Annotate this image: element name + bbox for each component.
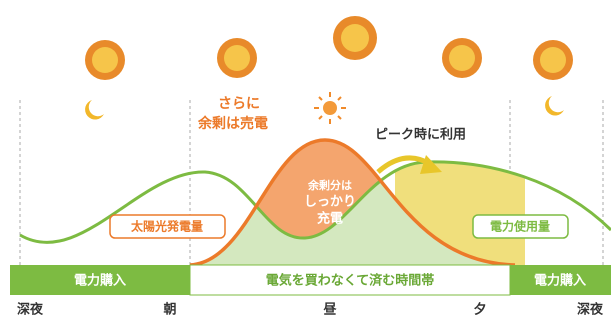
time-label: 深夜 [17, 302, 44, 315]
charge-label: 余剰分は [307, 178, 352, 192]
time-label: 朝 [163, 302, 176, 315]
diagram: さらに 余剰は売電 ピーク時に利用 余剰分は しっかり 充電 太陽光発電量 電力… [0, 0, 611, 315]
sell-label: 余剰は売電 [197, 115, 268, 132]
sell-label: さらに [218, 96, 260, 112]
time-label: 夕 [473, 302, 486, 315]
band-label: 電気を買わなくて済む時間帯 [266, 273, 435, 289]
peak-label: ピーク時に利用 [375, 127, 466, 143]
usage-legend: 電力使用量 [490, 219, 550, 234]
charge-label: しっかり [304, 195, 356, 210]
moon [85, 100, 104, 120]
band-label: 電力購入 [534, 273, 586, 289]
charge-label: 充電 [317, 211, 343, 227]
solar-legend: 太陽光発電量 [131, 219, 203, 234]
time-label: 深夜 [577, 302, 604, 315]
lions [85, 16, 573, 80]
time-label: 昼 [323, 302, 336, 315]
band-label: 電力購入 [74, 273, 126, 289]
moon [545, 96, 564, 116]
sun [314, 92, 346, 124]
